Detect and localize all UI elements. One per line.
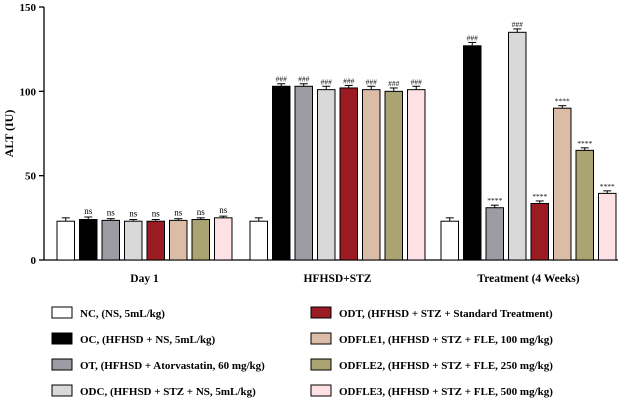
- y-axis-title: ALT (IU): [2, 110, 16, 158]
- bar: [124, 220, 143, 261]
- significance-label: ###: [276, 75, 288, 84]
- bar: [407, 89, 426, 261]
- significance-label: ns: [107, 208, 116, 218]
- significance-label: ###: [512, 20, 524, 29]
- significance-label: ns: [197, 207, 206, 217]
- legend-swatch: [51, 306, 73, 319]
- significance-label: ns: [174, 208, 183, 218]
- legend: NC, (NS, 5mL/kg) OC, (HFHSD + NS, 5mL/kg)…: [51, 306, 553, 398]
- legend-label: OC, (HFHSD + NS, 5mL/kg): [80, 334, 216, 346]
- bars: ns ns ns ns ns ns ns ### ### ### ### ### ### ### ### **…: [56, 20, 617, 261]
- bar: [294, 85, 313, 261]
- x-category-label: Treatment (4 Weeks): [477, 273, 579, 285]
- bar: [79, 219, 98, 261]
- significance-label: ###: [298, 75, 310, 84]
- y-tick-label: 50: [25, 171, 37, 183]
- legend-swatch: [310, 306, 332, 319]
- significance-label: ****: [532, 192, 547, 201]
- significance-label: ****: [487, 196, 502, 205]
- y-tick-label: 100: [20, 86, 37, 98]
- bar: [598, 192, 617, 261]
- significance-label: ###: [366, 77, 378, 86]
- legend-label: ODT, (HFHSD + STZ + Standard Treatment): [339, 308, 553, 320]
- significance-label: ns: [219, 205, 228, 215]
- bar: [214, 217, 233, 261]
- bar: [384, 90, 403, 261]
- bar: [101, 219, 120, 261]
- bar: [272, 85, 291, 261]
- significance-label: ###: [343, 76, 355, 85]
- significance-label: ****: [555, 97, 570, 106]
- significance-label: ****: [577, 139, 592, 148]
- bar: [553, 107, 572, 261]
- legend-swatch: [310, 358, 332, 371]
- legend-label: NC, (NS, 5mL/kg): [80, 308, 165, 320]
- legend-label: OT, (HFHSD + Atorvastatin, 60 mg/kg): [80, 360, 265, 372]
- bar: [485, 207, 504, 261]
- significance-label: ns: [84, 206, 93, 216]
- significance-label: ###: [388, 79, 400, 88]
- x-category-label: HFHSD+STZ: [304, 273, 372, 285]
- bar: [463, 45, 482, 261]
- significance-label: ###: [321, 77, 333, 86]
- y-tick-label: 0: [31, 255, 37, 267]
- legend-label: ODFLE1, (HFHSD + STZ + FLE, 100 mg/kg): [339, 334, 553, 346]
- y-tick-label: 150: [20, 2, 37, 14]
- bar: [146, 220, 165, 261]
- legend-swatch: [51, 332, 73, 345]
- bar: [575, 149, 594, 261]
- significance-label: ns: [129, 209, 138, 219]
- bar: [56, 220, 75, 261]
- bar: [249, 220, 268, 261]
- significance-label: ###: [411, 77, 423, 86]
- significance-label: ###: [467, 33, 479, 42]
- bar: [317, 89, 336, 261]
- legend-label: ODC, (HFHSD + STZ + NS, 5mL/kg): [80, 386, 256, 398]
- legend-label: ODFLE2, (HFHSD + STZ + FLE, 250 mg/kg): [339, 360, 553, 372]
- bar: [530, 202, 549, 261]
- bar: [191, 219, 210, 261]
- bar: [440, 220, 459, 261]
- legend-label: ODFLE3, (HFHSD + STZ + FLE, 500 mg/kg): [339, 386, 553, 398]
- significance-label: ns: [152, 209, 161, 219]
- bar: [169, 219, 188, 261]
- bar: [362, 89, 381, 261]
- legend-swatch: [51, 358, 73, 371]
- x-category-label: Day 1: [130, 273, 159, 285]
- significance-label: ****: [600, 182, 615, 191]
- bar: [339, 87, 358, 261]
- bar: [508, 31, 527, 261]
- legend-swatch: [310, 332, 332, 345]
- legend-swatch: [51, 384, 73, 397]
- legend-swatch: [310, 384, 332, 397]
